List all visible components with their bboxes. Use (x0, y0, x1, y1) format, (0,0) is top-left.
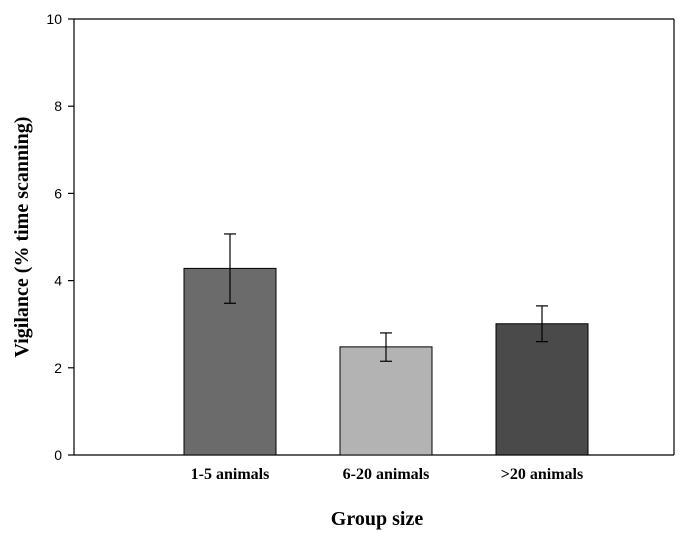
y-tick-label: 8 (54, 98, 62, 114)
x-axis-title: Group size (331, 508, 424, 530)
y-axis-title: Vigilance (% time scanning) (11, 117, 33, 358)
y-tick-label: 4 (54, 273, 62, 289)
bar (495, 323, 589, 456)
x-category-label: >20 animals (501, 466, 583, 483)
x-axis-category-labels: 1-5 animals 6-20 animals >20 animals (191, 466, 584, 483)
y-tick-label: 6 (54, 185, 62, 201)
x-category-label: 1-5 animals (191, 466, 270, 483)
y-tick-label: 0 (54, 447, 62, 463)
y-axis-ticks: 0 2 4 6 8 10 (46, 11, 74, 463)
error-bars (224, 233, 548, 362)
y-tick-label: 2 (54, 360, 62, 376)
x-category-label: 6-20 animals (343, 466, 430, 483)
y-tick-label: 10 (46, 11, 62, 27)
bar (339, 346, 433, 456)
